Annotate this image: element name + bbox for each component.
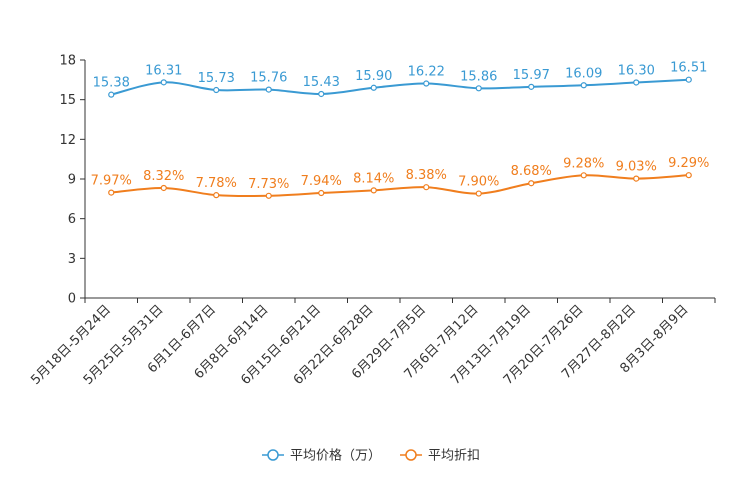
legend-item-1: 平均价格（万） — [262, 448, 381, 464]
data-label: 15.97 — [513, 68, 550, 83]
data-point — [423, 184, 430, 191]
y-tick-label: 3 — [68, 252, 76, 267]
data-label: 8.32% — [143, 169, 184, 184]
y-tick-label: 6 — [68, 212, 76, 227]
legend-item-2: 平均折扣 — [400, 449, 480, 464]
data-point — [265, 192, 272, 199]
series-1: 15.38 16.31 15.73 15.76 15.43 15.90 16.22 15.86… — [93, 61, 707, 98]
data-label: 9.03% — [616, 160, 657, 175]
data-label: 16.09 — [565, 66, 602, 81]
series-line — [111, 78, 689, 96]
series-layer: 15.38 16.31 15.73 15.76 15.43 15.90 16.22 15.86… — [91, 61, 709, 199]
y-tick-label: 0 — [68, 292, 76, 307]
data-label: 16.31 — [145, 63, 182, 78]
y-tick-label: 9 — [68, 173, 76, 188]
data-label: 8.68% — [511, 164, 552, 179]
data-point — [108, 189, 115, 196]
y-tick-label: 18 — [59, 54, 76, 69]
data-label: 15.90 — [355, 69, 392, 84]
data-point — [685, 76, 692, 83]
data-label: 15.86 — [460, 69, 497, 84]
data-label: 15.76 — [250, 71, 287, 86]
data-point — [633, 175, 640, 182]
data-point — [528, 180, 535, 187]
data-point — [370, 187, 377, 194]
data-point — [633, 79, 640, 86]
data-label: 9.28% — [563, 156, 604, 171]
data-label: 15.43 — [303, 75, 340, 90]
data-point — [528, 83, 535, 90]
data-point — [265, 86, 272, 93]
y-tick-label: 12 — [59, 133, 76, 148]
legend-label: 平均价格（万） — [290, 448, 381, 464]
axes: 03691215185月18日-5月24日5月25日-5月31日6月1日-6月7… — [28, 54, 716, 388]
data-label: 8.14% — [353, 171, 394, 186]
data-point — [213, 192, 220, 199]
legend-marker-icon — [267, 449, 279, 461]
data-point — [318, 189, 325, 197]
data-point — [160, 79, 167, 86]
data-label: 16.22 — [408, 65, 445, 80]
data-label: 16.30 — [618, 63, 655, 78]
y-tick-label: 15 — [59, 93, 76, 108]
data-point — [213, 86, 220, 94]
data-point — [580, 82, 587, 89]
data-label: 7.90% — [458, 175, 499, 190]
legend: 平均价格（万） 平均折扣 — [262, 448, 480, 464]
data-point — [475, 190, 482, 197]
data-point — [160, 184, 167, 192]
series-line — [111, 174, 689, 198]
data-label: 15.73 — [198, 71, 235, 86]
data-label: 7.97% — [91, 174, 132, 189]
data-point — [475, 85, 482, 92]
data-label: 8.38% — [406, 168, 447, 183]
data-label: 7.78% — [196, 176, 237, 191]
series-2: 7.97% 8.32% 7.78% 7.73% 7.94% 8.14% 8.38% 7.90%… — [91, 156, 709, 199]
data-label: 7.94% — [301, 174, 342, 189]
data-point — [423, 80, 430, 87]
data-label: 9.29% — [668, 156, 709, 171]
data-point — [108, 91, 115, 98]
legend-label: 平均折扣 — [428, 449, 480, 464]
data-point — [580, 172, 587, 179]
data-point — [370, 84, 377, 91]
data-point — [318, 90, 325, 98]
data-label: 16.51 — [670, 61, 707, 76]
data-label: 15.38 — [93, 76, 130, 91]
data-label: 7.73% — [248, 177, 289, 192]
legend-marker-icon — [405, 449, 417, 461]
data-point — [685, 172, 692, 179]
